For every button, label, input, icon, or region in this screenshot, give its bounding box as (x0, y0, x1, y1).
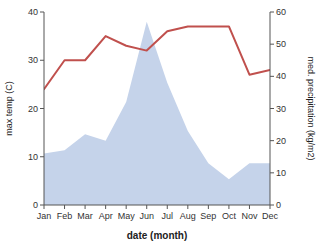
chart-svg: JanFebMarAprMayJunJulAugSepOctNovDec0102… (0, 0, 318, 247)
x-tick (208, 205, 209, 209)
y2-tick (270, 205, 274, 206)
y2-tick (270, 172, 274, 173)
y-tick-label: 40 (28, 7, 38, 17)
data-group (44, 22, 270, 205)
x-tick-label: May (118, 211, 136, 221)
x-tick (64, 205, 65, 209)
y-tick (40, 108, 44, 109)
x-tick (270, 205, 271, 209)
x-tick (146, 205, 147, 209)
x-axis-label: date (month) (127, 230, 188, 241)
y-tick (40, 205, 44, 206)
y2-tick (270, 108, 274, 109)
x-axis-line (44, 205, 270, 206)
line (44, 26, 270, 89)
y-tick-label: 10 (28, 152, 38, 162)
axes: JanFebMarAprMayJunJulAugSepOctNovDec0102… (28, 7, 286, 221)
y2-tick-label: 50 (276, 39, 286, 49)
y2-tick (270, 76, 274, 77)
x-tick-label: Apr (99, 211, 113, 221)
x-tick (167, 205, 168, 209)
y2-tick-label: 10 (276, 168, 286, 178)
x-tick (228, 205, 229, 209)
y2-tick-label: 30 (276, 104, 286, 114)
area (44, 22, 270, 205)
y2-tick (270, 44, 274, 45)
x-tick-label: Mar (77, 211, 93, 221)
y2-tick-label: 60 (276, 7, 286, 17)
y-axis-label: max temp (C) (4, 81, 14, 136)
y2-tick-label: 20 (276, 136, 286, 146)
x-tick (126, 205, 127, 209)
y-tick-label: 0 (33, 200, 38, 210)
x-tick-label: Feb (57, 211, 73, 221)
y2-tick (270, 140, 274, 141)
x-tick (105, 205, 106, 209)
x-tick-label: Aug (180, 211, 196, 221)
x-tick-label: Dec (262, 211, 279, 221)
x-tick (187, 205, 188, 209)
x-tick (85, 205, 86, 209)
x-tick-label: Sep (200, 211, 216, 221)
y-tick (40, 12, 44, 13)
y2-tick-label: 0 (276, 200, 281, 210)
x-tick-label: Jul (162, 211, 174, 221)
y-tick-label: 20 (28, 104, 38, 114)
x-tick (249, 205, 250, 209)
x-tick (44, 205, 45, 209)
y-tick (40, 60, 44, 61)
y-tick-label: 30 (28, 55, 38, 65)
chart-container: JanFebMarAprMayJunJulAugSepOctNovDec0102… (0, 0, 318, 247)
x-tick-label: Nov (241, 211, 258, 221)
x-tick-label: Jun (139, 211, 154, 221)
y2-tick-label: 40 (276, 71, 286, 81)
y2-axis-label: med. precipitation (kg/m2) (306, 56, 316, 160)
x-tick-label: Oct (222, 211, 237, 221)
x-tick-label: Jan (37, 211, 52, 221)
y-tick (40, 156, 44, 157)
y2-tick (270, 12, 274, 13)
